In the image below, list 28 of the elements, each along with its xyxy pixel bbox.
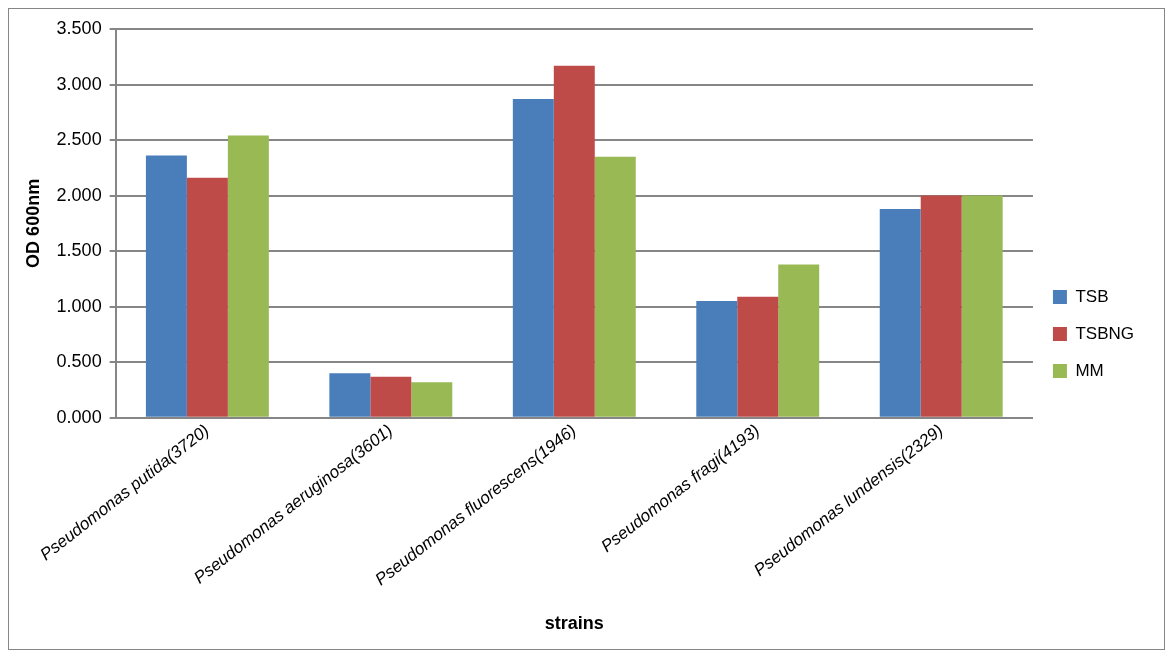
- y-axis-title: OD 600nm: [22, 178, 43, 268]
- y-tick-label: 2.500: [56, 129, 102, 150]
- legend-label: TSBNG: [1075, 323, 1134, 343]
- bar: [737, 296, 779, 417]
- bar: [920, 195, 962, 417]
- y-tick-label: 3.000: [56, 73, 102, 94]
- x-axis-title: strains: [544, 613, 604, 634]
- bar: [411, 382, 453, 417]
- legend-label: MM: [1075, 360, 1104, 380]
- bar: [594, 156, 636, 417]
- y-tick-label: 0.000: [56, 406, 102, 427]
- y-tick-label: 1.500: [56, 240, 102, 261]
- legend-label: TSB: [1075, 286, 1109, 306]
- bar: [553, 65, 595, 417]
- bar: [961, 195, 1003, 417]
- bar: [512, 98, 554, 417]
- bar: [145, 155, 187, 417]
- bar: [329, 373, 371, 417]
- bar: [186, 177, 228, 417]
- y-tick-label: 2.000: [56, 184, 102, 205]
- y-tick-label: 3.500: [56, 17, 102, 38]
- bar: [778, 264, 820, 417]
- bar: [696, 301, 738, 417]
- bar: [227, 135, 269, 417]
- bar: [370, 376, 412, 417]
- y-tick-label: 1.000: [56, 295, 102, 316]
- y-tick-label: 0.500: [56, 351, 102, 372]
- bar: [879, 208, 921, 417]
